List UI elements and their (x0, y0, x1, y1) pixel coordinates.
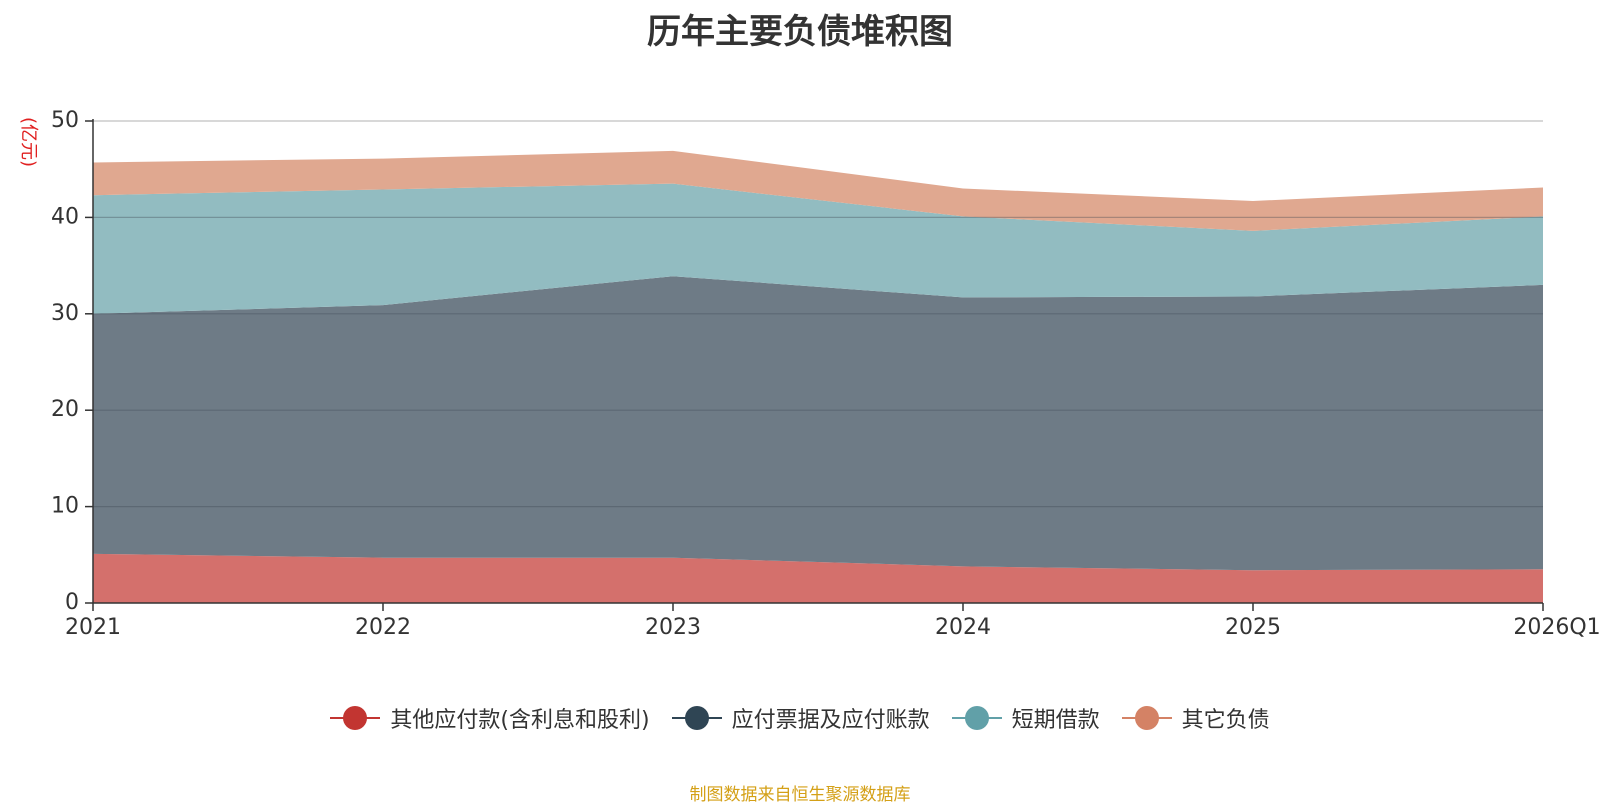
source-note: 制图数据来自恒生聚源数据库 (689, 785, 911, 805)
overlay-gridlines (93, 216, 1543, 508)
legend-label: 其它负债 (1181, 708, 1270, 733)
x-tick-label-2023: 2023 (645, 615, 701, 640)
legend-label: 短期借款 (1011, 708, 1100, 733)
legend-label: 其他应付款(含利息和股利) (390, 708, 650, 733)
stacked-areas (93, 150, 1543, 603)
y-tick-label-0: 0 (65, 590, 79, 615)
y-tick-label-50: 50 (51, 108, 79, 133)
y-axis-unit-label: (亿元) (18, 117, 39, 167)
legend: 其他应付款(含利息和股利) 应付票据及应付账款 短期借款 其它负债 (0, 702, 1600, 734)
legend-marker-icon (330, 706, 381, 730)
legend-item-2[interactable]: 短期借款 (951, 702, 1100, 734)
x-tick-label-2024: 2024 (935, 615, 991, 640)
area-series-2 (93, 183, 1543, 314)
axes: 0 10 20 30 40 50 2021 2022 2023 2024 2025 2026Q1 (51, 108, 1600, 640)
legend-item-1[interactable]: 应付票据及应付账款 (671, 702, 930, 734)
legend-marker-icon (1121, 706, 1172, 730)
area-series-0 (93, 553, 1543, 603)
legend-item-3[interactable]: 其它负债 (1121, 702, 1270, 734)
legend-marker-icon (951, 706, 1002, 730)
x-tick-label-2022: 2022 (355, 615, 411, 640)
area-series-1 (93, 276, 1543, 571)
x-tick-label-2025: 2025 (1225, 615, 1281, 640)
y-tick-label-30: 30 (51, 301, 79, 326)
y-tick-label-10: 10 (51, 494, 79, 519)
y-tick-label-40: 40 (51, 204, 79, 229)
legend-marker-icon (671, 706, 722, 730)
chart-title: 历年主要负债堆积图 (647, 12, 953, 52)
legend-label: 应付票据及应付账款 (731, 708, 930, 733)
x-tick-label-2026Q1: 2026Q1 (1513, 615, 1600, 640)
legend-item-0[interactable]: 其他应付款(含利息和股利) (330, 702, 650, 734)
x-tick-label-2021: 2021 (65, 615, 121, 640)
y-tick-label-20: 20 (51, 397, 79, 422)
area-series-3 (93, 150, 1543, 231)
